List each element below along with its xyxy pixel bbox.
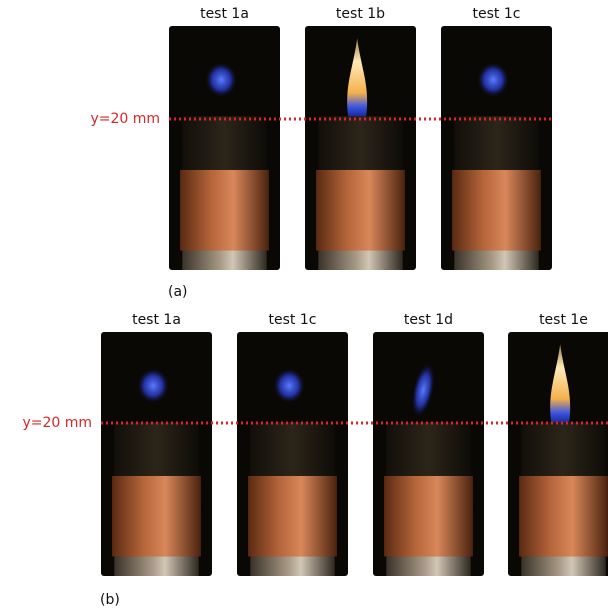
- photo-title: test 1a: [200, 6, 249, 22]
- blue-flame: [206, 63, 237, 97]
- upper-tube: [454, 116, 538, 170]
- lower-tube: [114, 556, 198, 576]
- upper-tube: [114, 422, 198, 476]
- lower-tube: [318, 250, 402, 270]
- page: test 1atest 1btest 1cy=20 mm(a)test 1ate…: [0, 0, 608, 608]
- upper-tube: [521, 422, 605, 476]
- blue-flame: [274, 369, 305, 403]
- lower-tube: [386, 556, 470, 576]
- copper-sleeve: [112, 476, 201, 557]
- photo-title: test 1c: [269, 312, 317, 328]
- upper-tube: [182, 116, 266, 170]
- photo-title: test 1e: [539, 312, 588, 328]
- copper-sleeve: [519, 476, 608, 557]
- upper-tube: [386, 422, 470, 476]
- lower-tube: [521, 556, 605, 576]
- reference-label: y=20 mm: [90, 111, 160, 127]
- upper-tube: [318, 116, 402, 170]
- photo-title: test 1b: [336, 6, 385, 22]
- photo-title: test 1c: [473, 6, 521, 22]
- lower-tube: [454, 250, 538, 270]
- reference-label: y=20 mm: [22, 415, 92, 431]
- panel-label: (b): [100, 592, 120, 608]
- blue-flame: [138, 369, 169, 403]
- blue-flame: [478, 63, 509, 97]
- panel: test 1a test 1b test 1c y=20 mm (a): [90, 6, 552, 300]
- lower-tube: [182, 250, 266, 270]
- photo-title: test 1d: [404, 312, 453, 328]
- panel: test 1a test 1c test 1d test 1e y=20 mm (b): [22, 312, 608, 608]
- figure: test 1atest 1btest 1cy=20 mm(a)test 1ate…: [0, 0, 608, 608]
- copper-sleeve: [248, 476, 337, 557]
- copper-sleeve: [180, 170, 269, 251]
- panel-label: (a): [168, 284, 188, 300]
- copper-sleeve: [384, 476, 473, 557]
- lower-tube: [250, 556, 334, 576]
- photo-title: test 1a: [132, 312, 181, 328]
- copper-sleeve: [316, 170, 405, 251]
- upper-tube: [250, 422, 334, 476]
- copper-sleeve: [452, 170, 541, 251]
